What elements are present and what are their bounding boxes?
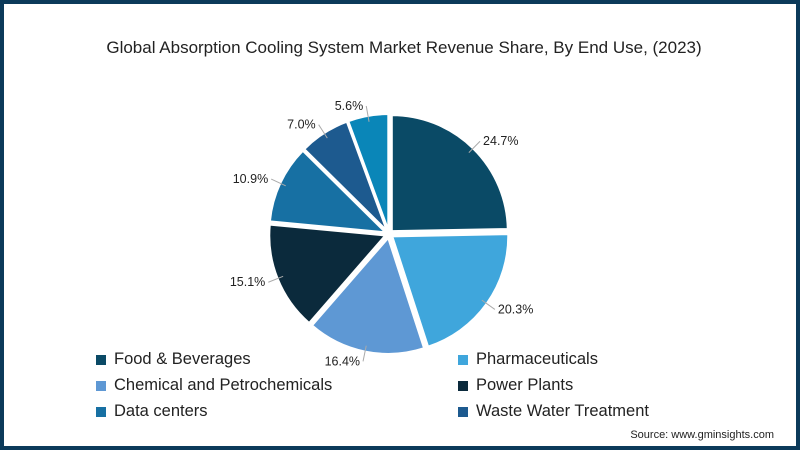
- legend-swatch: [458, 406, 468, 417]
- legend-swatch: [96, 406, 106, 417]
- legend-item-pharmaceuticals: Pharmaceuticals: [458, 350, 598, 369]
- data-label: 15.1%: [230, 275, 265, 289]
- legend-swatch: [458, 380, 468, 391]
- legend-swatch: [96, 380, 106, 391]
- legend-swatch: [458, 354, 468, 365]
- data-label: 16.4%: [325, 354, 360, 368]
- data-label: 5.6%: [335, 99, 364, 113]
- data-label: 7.0%: [287, 118, 316, 132]
- legend-item-power-plants: Power Plants: [458, 376, 573, 395]
- legend-item-chemical: Chemical and Petrochemicals: [96, 376, 332, 395]
- legend-item-data-centers: Data centers: [96, 402, 208, 421]
- pie-chart: 24.7% 20.3% 16.4% 15.1% 10.9% 7.0% 5.6%: [230, 99, 534, 368]
- chart-title: Global Absorption Cooling System Market …: [106, 38, 702, 57]
- legend-swatch: [96, 354, 106, 365]
- source-note: Source: www.gminsights.com: [630, 429, 774, 441]
- legend-item-waste-water: Waste Water Treatment: [458, 402, 649, 421]
- data-label: 20.3%: [498, 302, 533, 316]
- pie-slice-food-beverages: [390, 114, 509, 233]
- data-label: 10.9%: [233, 172, 268, 186]
- data-label: 24.7%: [483, 134, 518, 148]
- legend-item-food-beverages: Food & Beverages: [96, 350, 251, 369]
